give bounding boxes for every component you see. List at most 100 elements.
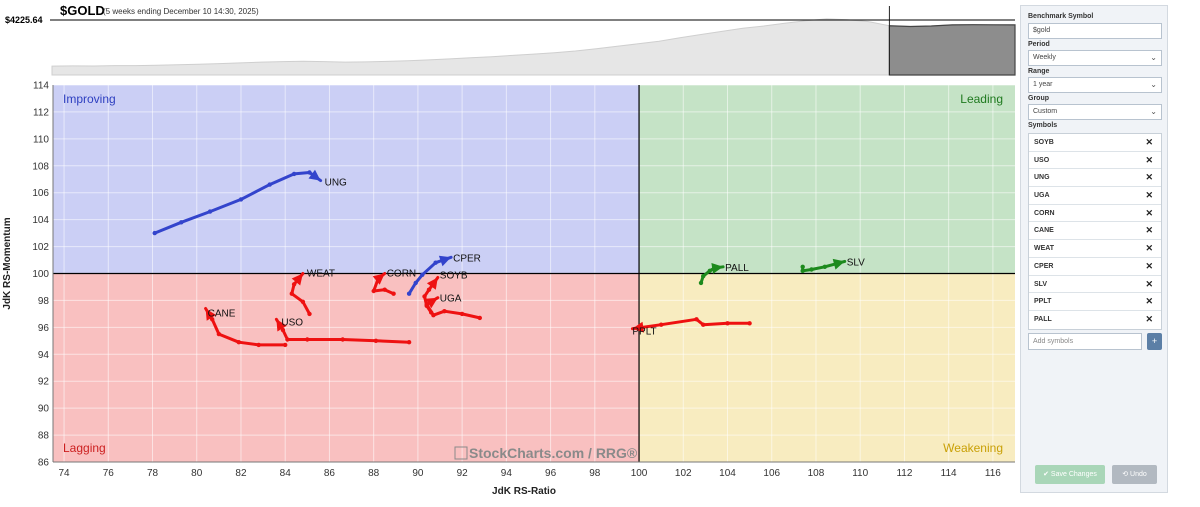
- remove-symbol-icon[interactable]: ✕: [1145, 207, 1153, 218]
- symbol-label: UNG: [1034, 174, 1050, 182]
- tail-point-cane: [236, 340, 241, 345]
- series-label-uso: USO: [281, 317, 303, 328]
- range-value: 1 year: [1033, 81, 1053, 88]
- remove-symbol-icon[interactable]: ✕: [1145, 296, 1153, 307]
- tail-point-cane: [283, 342, 288, 348]
- tail-point-pplt: [725, 321, 730, 326]
- symbol-row: UGA ✕: [1029, 187, 1161, 205]
- tail-point-uga: [459, 311, 465, 317]
- tail-point-corn: [382, 287, 387, 292]
- series-pplt: PPLT: [630, 317, 752, 338]
- series-label-corn: CORN: [387, 269, 416, 280]
- tail-point-weat: [300, 299, 306, 304]
- x-tick-label: 82: [235, 468, 247, 479]
- tail-point-pplt: [747, 321, 752, 326]
- series-weat: WEAT: [289, 269, 335, 317]
- series-corn: CORN: [371, 269, 416, 296]
- tail-line-ung: [153, 171, 323, 235]
- series-label-cper: CPER: [453, 253, 481, 264]
- rrg-chart: 74 76 78 80 82 84 86 88 90 92 94 96 98 100 102 104 106 10…: [2, 81, 1015, 497]
- remove-symbol-icon[interactable]: ✕: [1145, 190, 1153, 201]
- remove-symbol-icon[interactable]: ✕: [1145, 225, 1153, 236]
- tail-point-uso: [406, 340, 412, 345]
- y-tick-label: 102: [32, 242, 49, 253]
- group-label: Group: [1028, 95, 1049, 102]
- symbols-label: Symbols: [1028, 122, 1058, 129]
- quadrant-improving: [53, 85, 640, 274]
- series-label-uga: UGA: [440, 294, 462, 305]
- add-symbols-input[interactable]: Add symbols: [1028, 333, 1142, 350]
- series-pall: PALL: [698, 263, 749, 286]
- tail-point-pall: [707, 268, 712, 273]
- chevron-down-icon: ⌄: [1150, 53, 1157, 62]
- tail-point-slv: [809, 267, 814, 272]
- x-tick-label: 104: [719, 468, 736, 479]
- tail-point-uso: [373, 338, 379, 343]
- symbol-row: WEAT ✕: [1029, 240, 1161, 258]
- symbol-label: CORN: [1034, 209, 1055, 217]
- remove-symbol-icon[interactable]: ✕: [1145, 278, 1153, 289]
- benchmark-input[interactable]: $gold: [1028, 23, 1162, 39]
- tail-point-uso: [305, 337, 310, 342]
- x-tick-label: 76: [103, 468, 115, 479]
- chevron-down-icon: ⌄: [1150, 80, 1157, 89]
- symbol-label: CPER: [1034, 262, 1054, 270]
- y-tick-label: 106: [32, 188, 49, 199]
- symbol-label: PALL: [1034, 315, 1052, 323]
- range-select[interactable]: 1 year ⌄: [1028, 77, 1162, 93]
- remove-symbol-icon[interactable]: ✕: [1145, 260, 1153, 271]
- x-tick-label: 86: [324, 468, 336, 479]
- tail-point-weat: [291, 282, 297, 287]
- remove-symbol-icon[interactable]: ✕: [1145, 137, 1153, 147]
- x-tick-label: 78: [147, 468, 159, 479]
- undo-button[interactable]: ⟲ Undo: [1112, 465, 1157, 484]
- x-tick-label: 100: [631, 468, 648, 479]
- watermark-text: StockCharts.com / RRG®: [469, 445, 638, 461]
- remove-symbol-icon[interactable]: ✕: [1145, 172, 1153, 183]
- tail-point-ung: [152, 230, 157, 236]
- y-axis-title: JdK RS-Momentum: [2, 217, 13, 309]
- remove-symbol-icon[interactable]: ✕: [1145, 243, 1153, 254]
- remove-symbol-icon[interactable]: ✕: [1145, 154, 1153, 165]
- y-tick-label: 94: [38, 350, 50, 361]
- tail-point-ung: [267, 182, 272, 187]
- y-tick-label: 98: [38, 296, 50, 307]
- tail-point-cper: [433, 260, 438, 265]
- symbol-row: PPLT ✕: [1029, 293, 1161, 311]
- x-tick-label: 84: [280, 468, 292, 479]
- tail-point-uga: [424, 302, 429, 307]
- series-ung: UNG: [152, 169, 347, 236]
- head-arrow-pall: [711, 263, 724, 274]
- tail-point-uso: [340, 337, 345, 342]
- y-tick-label: 92: [38, 377, 50, 388]
- period-label: Period: [1028, 41, 1050, 48]
- symbols-list: SOYB ✕ USO ✕ UNG ✕ UGA ✕ CORN ✕ CANE ✕ WEAT ✕ CPER ✕ SLV…: [1028, 133, 1162, 330]
- x-tick-label: 116: [985, 468, 1001, 479]
- tail-point-uga: [442, 309, 447, 314]
- period-select[interactable]: Weekly ⌄: [1028, 50, 1162, 66]
- tail-point-cane: [210, 317, 215, 322]
- x-tick-label: 112: [896, 468, 912, 479]
- tail-point-weat: [289, 291, 294, 296]
- tail-point-cane: [256, 342, 261, 348]
- tail-point-pplt: [694, 317, 699, 322]
- tail-line-pplt: [630, 317, 752, 331]
- head-arrow-uga: [425, 297, 438, 309]
- tail-point-corn: [391, 291, 396, 296]
- series-label-cane: CANE: [208, 309, 236, 320]
- group-select[interactable]: Custom ⌄: [1028, 104, 1162, 120]
- quadrant-label-lagging: Lagging: [63, 441, 106, 455]
- add-symbol-button[interactable]: +: [1147, 333, 1162, 350]
- quadrant-label-improving: Improving: [63, 92, 116, 106]
- remove-symbol-icon[interactable]: ✕: [1145, 313, 1153, 324]
- y-tick-label: 108: [32, 161, 49, 172]
- tail-point-ung: [207, 209, 213, 214]
- benchmark-price: $4225.64: [5, 15, 43, 25]
- symbol-row: CPER ✕: [1029, 258, 1161, 276]
- tail-point-uga: [431, 313, 436, 318]
- series-label-soyb: SOYB: [440, 271, 468, 282]
- quadrant-leading: [639, 85, 1015, 274]
- symbol-label: USO: [1034, 156, 1050, 164]
- symbol-label: CANE: [1034, 227, 1054, 235]
- save-changes-button[interactable]: ✔ Save Changes: [1035, 465, 1105, 484]
